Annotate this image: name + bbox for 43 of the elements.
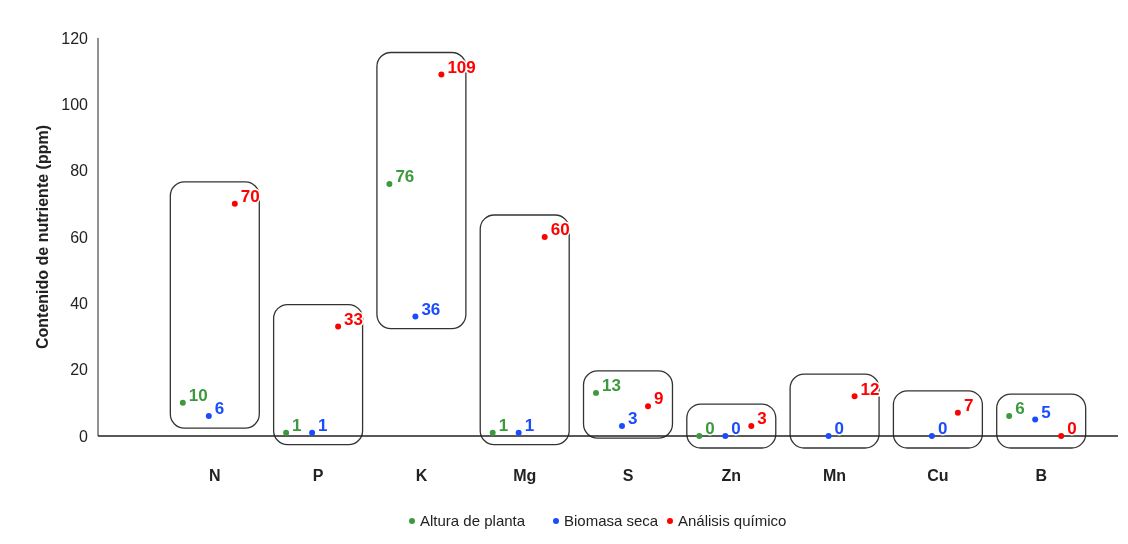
legend-label: Altura de planta: [420, 512, 526, 529]
data-label: 76: [395, 167, 415, 187]
x-tick-label: Zn: [721, 467, 742, 484]
x-tick-label: Cu: [927, 467, 949, 484]
x-tick-label: B: [1035, 467, 1047, 484]
y-tick-label: 80: [70, 162, 89, 180]
y-axis-title: Contenido de nutriente (ppm): [34, 125, 51, 349]
x-tick-label: Mn: [823, 467, 847, 484]
x-tick-label: P: [312, 467, 324, 484]
data-label: 0: [937, 419, 948, 439]
x-tick-label: Mg: [513, 467, 537, 484]
y-tick-label: 120: [61, 29, 89, 47]
y-tick-label: 40: [70, 294, 89, 312]
x-tick-label: S: [622, 467, 634, 484]
data-label: 5: [1041, 402, 1051, 422]
x-tick-label: K: [415, 467, 428, 484]
y-tick-label: 100: [61, 95, 89, 113]
legend-label: Biomasa seca: [564, 512, 659, 529]
data-label: 0: [731, 419, 741, 439]
y-tick-label: 20: [70, 361, 89, 379]
y-tick-label: 0: [79, 427, 89, 445]
data-label: 1: [524, 415, 535, 435]
data-label: 0: [1067, 419, 1077, 439]
data-label: 12: [860, 379, 880, 399]
data-label: 60: [550, 220, 570, 240]
x-tick-label: N: [209, 467, 221, 484]
y-tick-label: 60: [70, 228, 89, 246]
data-label: 0: [834, 419, 845, 439]
data-label: 13: [602, 376, 621, 396]
data-label: 10: [188, 386, 208, 406]
data-label: 3: [628, 409, 638, 429]
data-label: 70: [240, 187, 260, 207]
data-label: 0: [705, 419, 715, 439]
data-label: 7: [963, 396, 974, 416]
legend-label: Análisis químico: [678, 512, 787, 529]
data-label: 3: [757, 409, 767, 429]
data-label: 36: [421, 299, 441, 319]
data-label: 9: [654, 389, 664, 409]
data-label: 6: [1015, 399, 1025, 419]
data-label: 1: [292, 415, 302, 435]
data-label: 6: [214, 399, 225, 419]
data-label: 1: [318, 415, 328, 435]
data-label: 1: [498, 415, 509, 435]
